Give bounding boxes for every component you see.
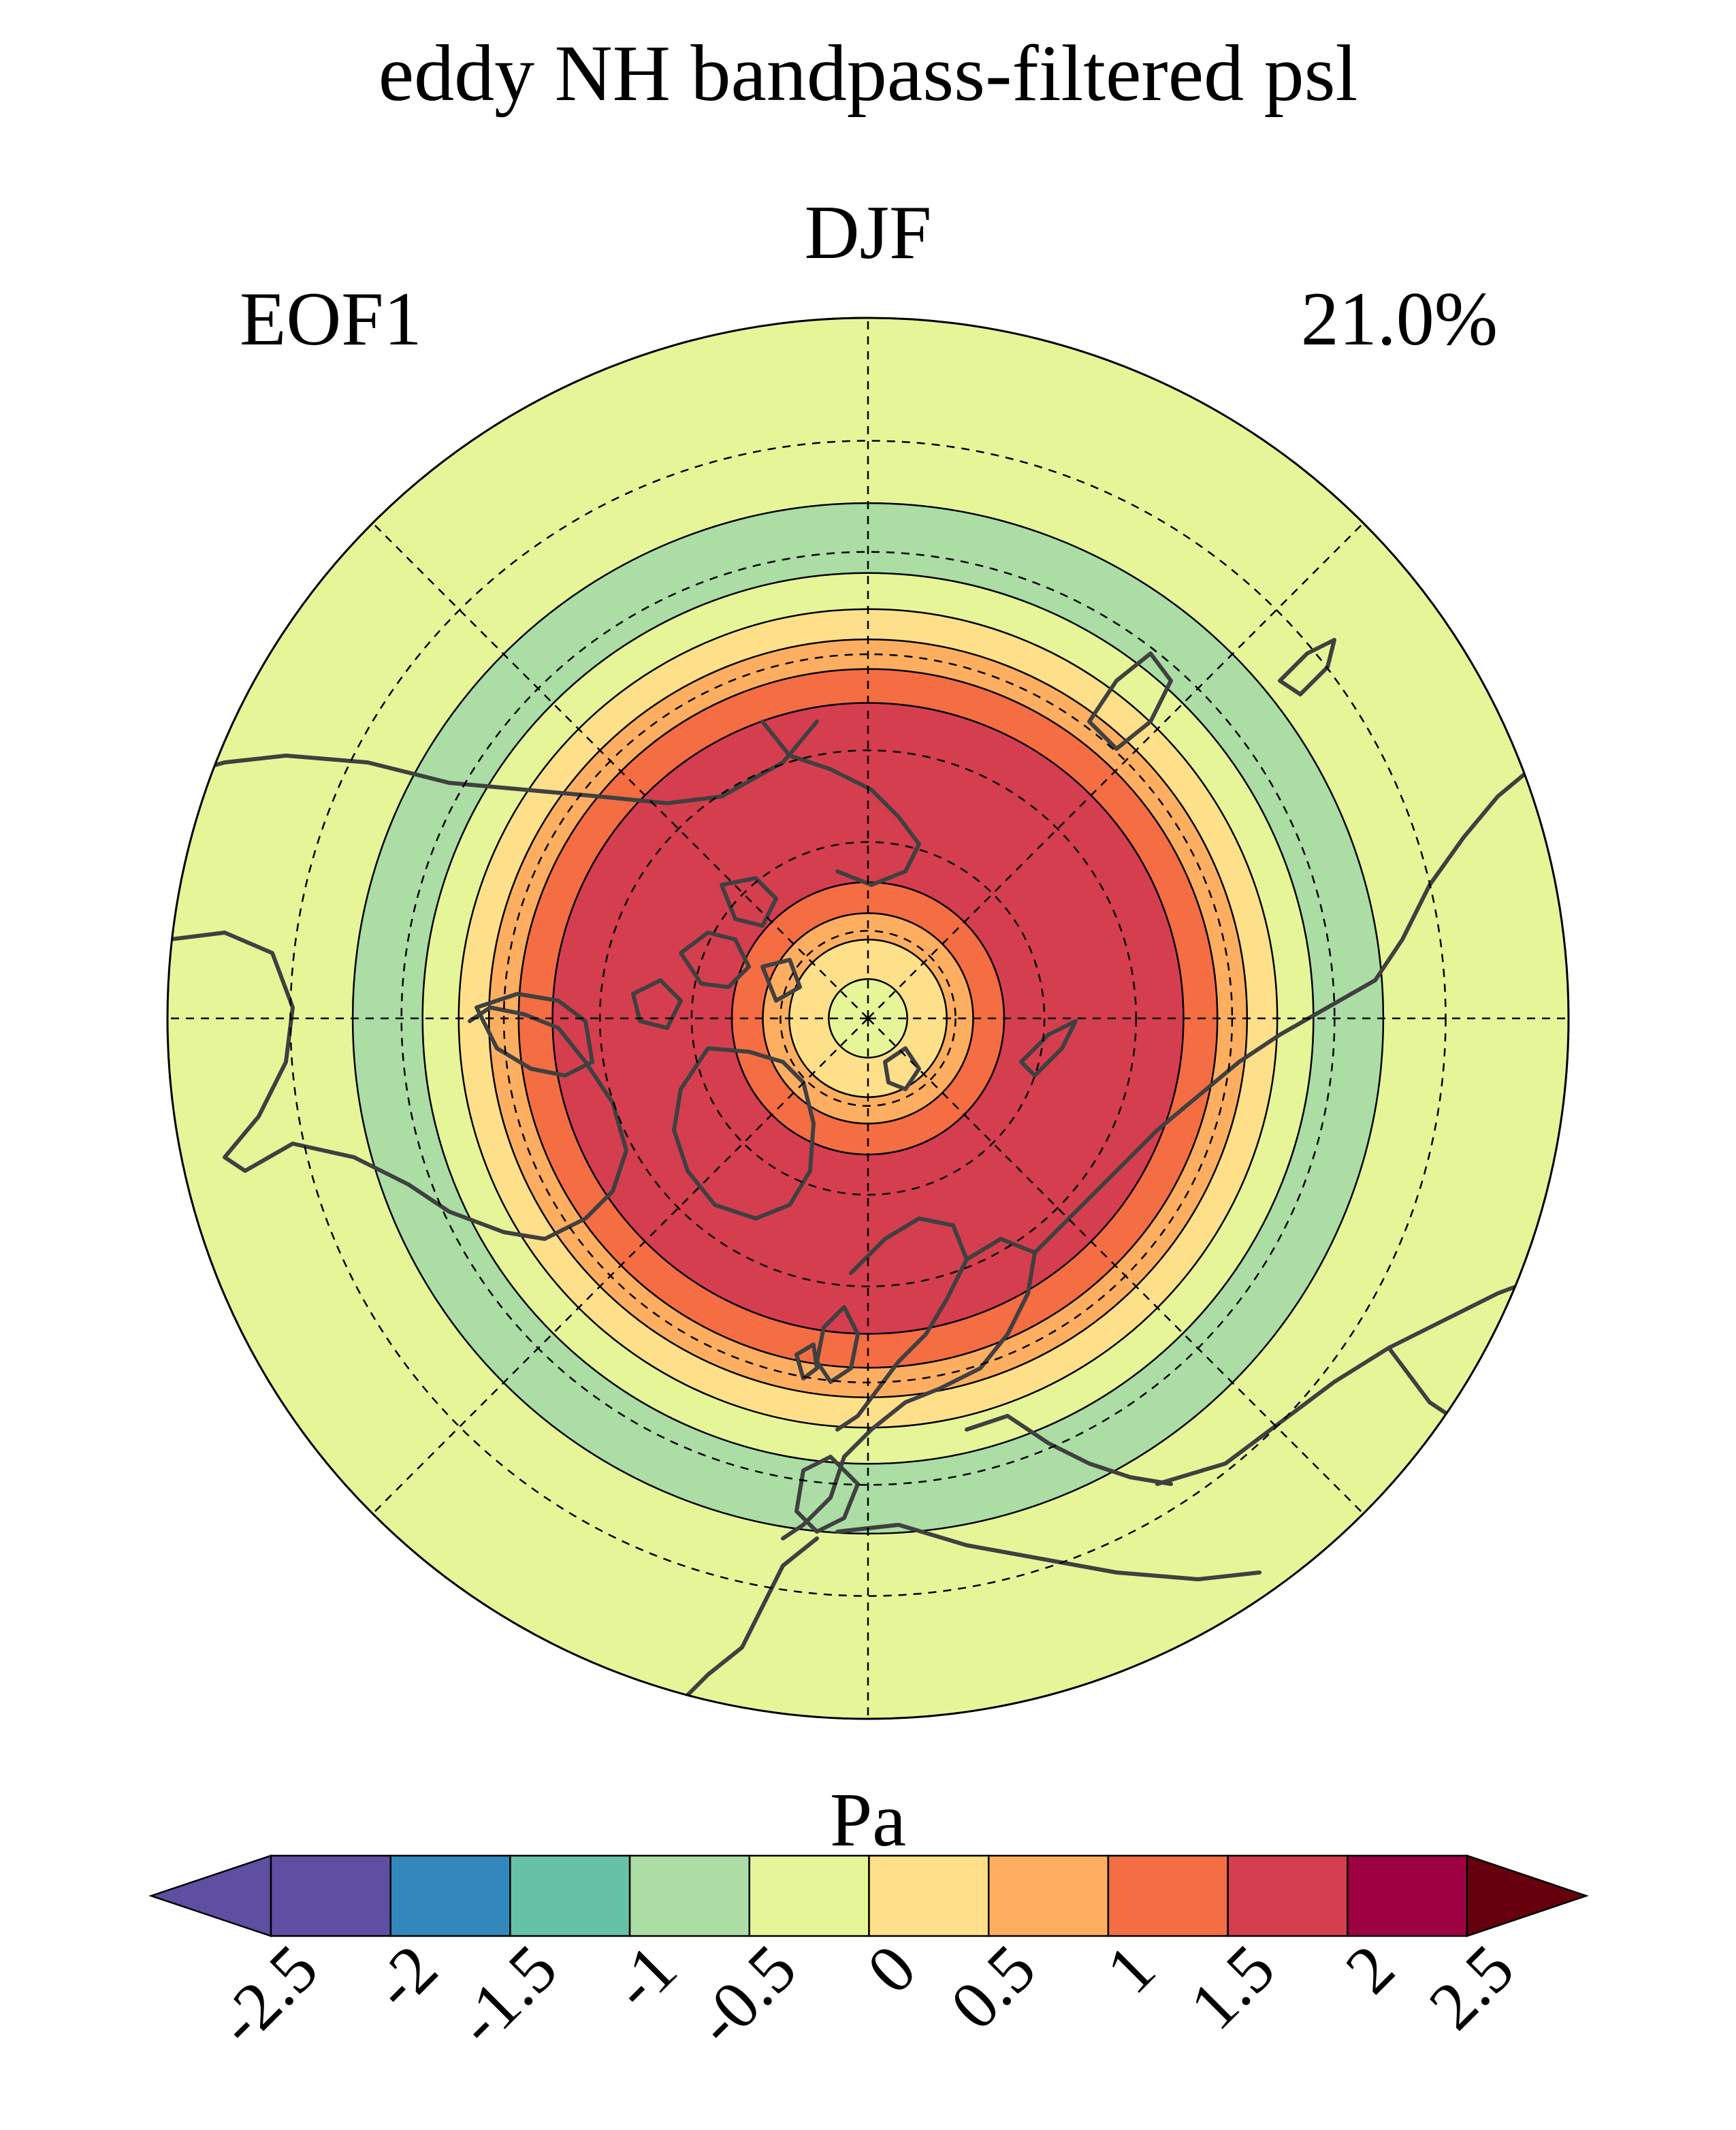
- colorbar-tick-label: 0.5: [936, 1931, 1050, 2044]
- colorbar-tick-label: -2.5: [202, 1931, 332, 2060]
- colorbar-bin-6: [987, 1854, 1110, 1937]
- colorbar-tick-label: 2.5: [1415, 1931, 1528, 2044]
- colorbar-ticks: -2.5 -2-1.5 -1-0.5 0 0.5 1 1.5 2 2.5: [202, 1931, 1528, 2060]
- latitude-line-30: [289, 440, 1447, 1597]
- graticule: [167, 318, 1569, 1719]
- colorbar-tick-label: -0.5: [681, 1931, 810, 2060]
- colorbar: [148, 1854, 1589, 1937]
- colorbar-units-label: Pa: [830, 1778, 906, 1862]
- coastline-kamchatka: [1087, 651, 1173, 751]
- meridian-line-135: [867, 522, 1364, 1019]
- latitude-line-70: [690, 841, 1046, 1196]
- colorbar-bin-8: [1227, 1854, 1349, 1937]
- map-boundary: [166, 317, 1570, 1720]
- colorbar-bin-9: [1347, 1854, 1468, 1937]
- coastline-hudson-bay: [475, 992, 594, 1078]
- chart-title: eddy NH bandpass-filtered psl: [378, 29, 1358, 118]
- coastline-north-america: [168, 720, 819, 1241]
- colorbar-bin-5: [868, 1854, 990, 1937]
- colorbar-bin-2: [509, 1854, 631, 1937]
- colorbar-extend-high: [1466, 1854, 1589, 1937]
- coastline-africa: [679, 1455, 1261, 1704]
- coastline-alaska: [760, 720, 921, 887]
- coastline-greenland: [672, 1046, 816, 1221]
- colorbar-bin-4: [748, 1854, 870, 1937]
- colorbar-tick-label: -1: [598, 1931, 691, 2024]
- meridian-line-45: [867, 1018, 1364, 1515]
- colorbar-extend-low: [148, 1854, 272, 1937]
- variance-explained-label: 21.0%: [1300, 277, 1498, 361]
- meridian-line-225: [372, 522, 869, 1019]
- colorbar-bin-1: [389, 1854, 511, 1937]
- latitude-line-60: [598, 749, 1138, 1288]
- coastline-canadian-archipelago: [631, 876, 802, 1030]
- coastline-svalbard: [883, 1046, 921, 1091]
- colorbar-tick-label: 1.5: [1176, 1931, 1289, 2044]
- colorbar-tick-label: 1: [1092, 1931, 1170, 2008]
- colorbar-bin-3: [628, 1854, 751, 1937]
- colorbar-tick-label: -2: [358, 1931, 451, 2024]
- coastline-japan: [1278, 638, 1336, 696]
- coastline-british-isles: [794, 1305, 860, 1384]
- season-label: DJF: [804, 191, 932, 275]
- meridian-line-315: [372, 1018, 869, 1515]
- colorbar-tick-label: -1.5: [442, 1931, 571, 2060]
- eof-mode-label: EOF1: [240, 277, 422, 361]
- colorbar-tick-label: 2: [1331, 1931, 1409, 2008]
- colorbar-bin-0: [270, 1854, 391, 1937]
- colorbar-tick-label: 0: [852, 1931, 930, 2008]
- colorbar-bin-7: [1107, 1854, 1229, 1937]
- latitude-line-80: [779, 930, 957, 1107]
